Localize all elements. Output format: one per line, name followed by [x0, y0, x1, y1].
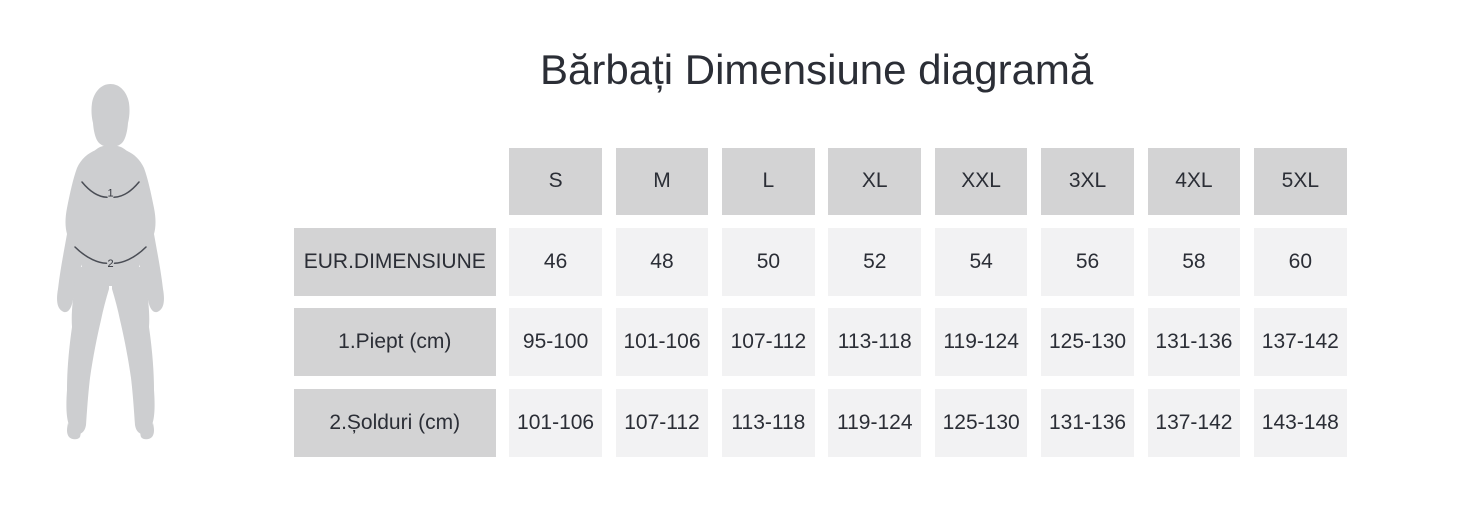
svg-text:1: 1 — [107, 188, 113, 200]
svg-text:2: 2 — [107, 258, 113, 270]
